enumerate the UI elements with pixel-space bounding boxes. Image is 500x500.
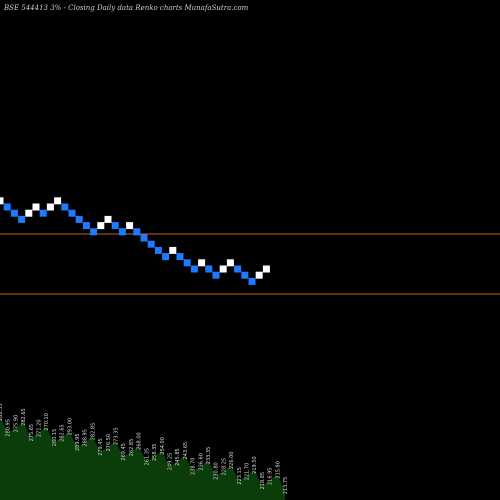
renko-brick-up (255, 271, 263, 279)
volume-label: 238.70 (191, 458, 197, 476)
volume-label: 223.15 (237, 467, 243, 484)
volume-label: 230.80 (214, 462, 220, 480)
renko-brick-down (234, 265, 242, 273)
renko-brick-down (111, 222, 119, 230)
renko-brick-down (90, 228, 98, 236)
renko-brick-down (39, 209, 47, 217)
volume-label: 236.60 (198, 453, 204, 471)
volume-label: 215.80 (275, 461, 281, 479)
renko-bricks (0, 197, 270, 285)
volume-label: 226.00 (229, 452, 235, 470)
renko-brick-down (162, 253, 170, 261)
renko-brick-down (61, 203, 69, 211)
renko-brick-up (226, 259, 234, 267)
renko-brick-down (183, 259, 191, 267)
renko-brick-down (3, 203, 11, 211)
volume-label: 268.00 (137, 432, 143, 450)
volume-label: 282.65 (21, 408, 27, 426)
renko-brick-up (25, 209, 33, 217)
renko-brick-down (10, 209, 18, 217)
volume-label: 221.70 (245, 463, 251, 481)
renko-brick-down (248, 277, 256, 285)
volume-label: 282.85 (90, 423, 96, 441)
chart-title: BSE 544413 3% - Closing Daily data Renko… (4, 4, 249, 12)
volume-label: 262.85 (129, 439, 135, 457)
volume-fill (0, 417, 285, 500)
volume-label: 280.95 (6, 419, 12, 437)
renko-brick-up (32, 203, 40, 211)
volume-label: 282.65 (60, 424, 66, 442)
renko-brick-down (18, 215, 26, 223)
volume-label: 218.85 (260, 472, 266, 490)
volume-label: 216.95 (268, 468, 274, 486)
renko-brick-down (147, 240, 155, 248)
volume-label: 275.90 (13, 415, 19, 433)
volume-label: 289.95 (75, 434, 81, 452)
renko-brick-down (133, 228, 141, 236)
renko-brick-down (154, 246, 162, 254)
renko-brick-up (169, 246, 177, 254)
renko-brick-up (126, 222, 134, 230)
volume-label: 233.35 (206, 447, 212, 465)
volume-label: 273.35 (114, 428, 120, 446)
volume-label: 270.10 (44, 413, 50, 431)
volume-label: 288.55 (0, 404, 4, 422)
volume-label: 293.00 (67, 418, 73, 436)
volume-label: 245.85 (175, 448, 181, 466)
volume-label: 261.35 (144, 448, 150, 466)
volume-label: 243.65 (183, 442, 189, 460)
renko-brick-up (262, 265, 270, 273)
renko-brick-down (75, 215, 83, 223)
renko-brick-down (140, 234, 148, 242)
volume-label: 271.20 (37, 420, 43, 438)
volume-label: 280.15 (52, 429, 58, 447)
renko-brick-down (241, 271, 249, 279)
volume-label: 258.35 (152, 444, 158, 462)
volume-label: 288.95 (83, 429, 89, 447)
renko-brick-up (97, 222, 105, 230)
volume-label: 228.25 (221, 458, 227, 476)
volume-label: 269.45 (121, 443, 127, 461)
volume-label: 279.45 (98, 438, 104, 456)
renko-brick-up (219, 265, 227, 273)
volume-label: 249.25 (168, 453, 174, 471)
volume-label: 275.65 (29, 424, 35, 442)
renko-brick-down (190, 265, 198, 273)
renko-brick-up (198, 259, 206, 267)
renko-brick-up (0, 197, 4, 205)
volume-label: 276.50 (106, 434, 112, 452)
renko-brick-down (205, 265, 213, 273)
renko-brick-up (104, 215, 112, 223)
renko-brick-down (68, 209, 76, 217)
volume-label: 219.50 (252, 456, 258, 474)
renko-brick-down (82, 222, 90, 230)
renko-brick-up (54, 197, 62, 205)
renko-brick-down (176, 253, 184, 261)
volume-label: 254.00 (160, 437, 166, 455)
renko-brick-down (118, 228, 126, 236)
renko-brick-down (212, 271, 220, 279)
volume-label: 213.75 (283, 477, 289, 495)
renko-brick-up (46, 203, 54, 211)
